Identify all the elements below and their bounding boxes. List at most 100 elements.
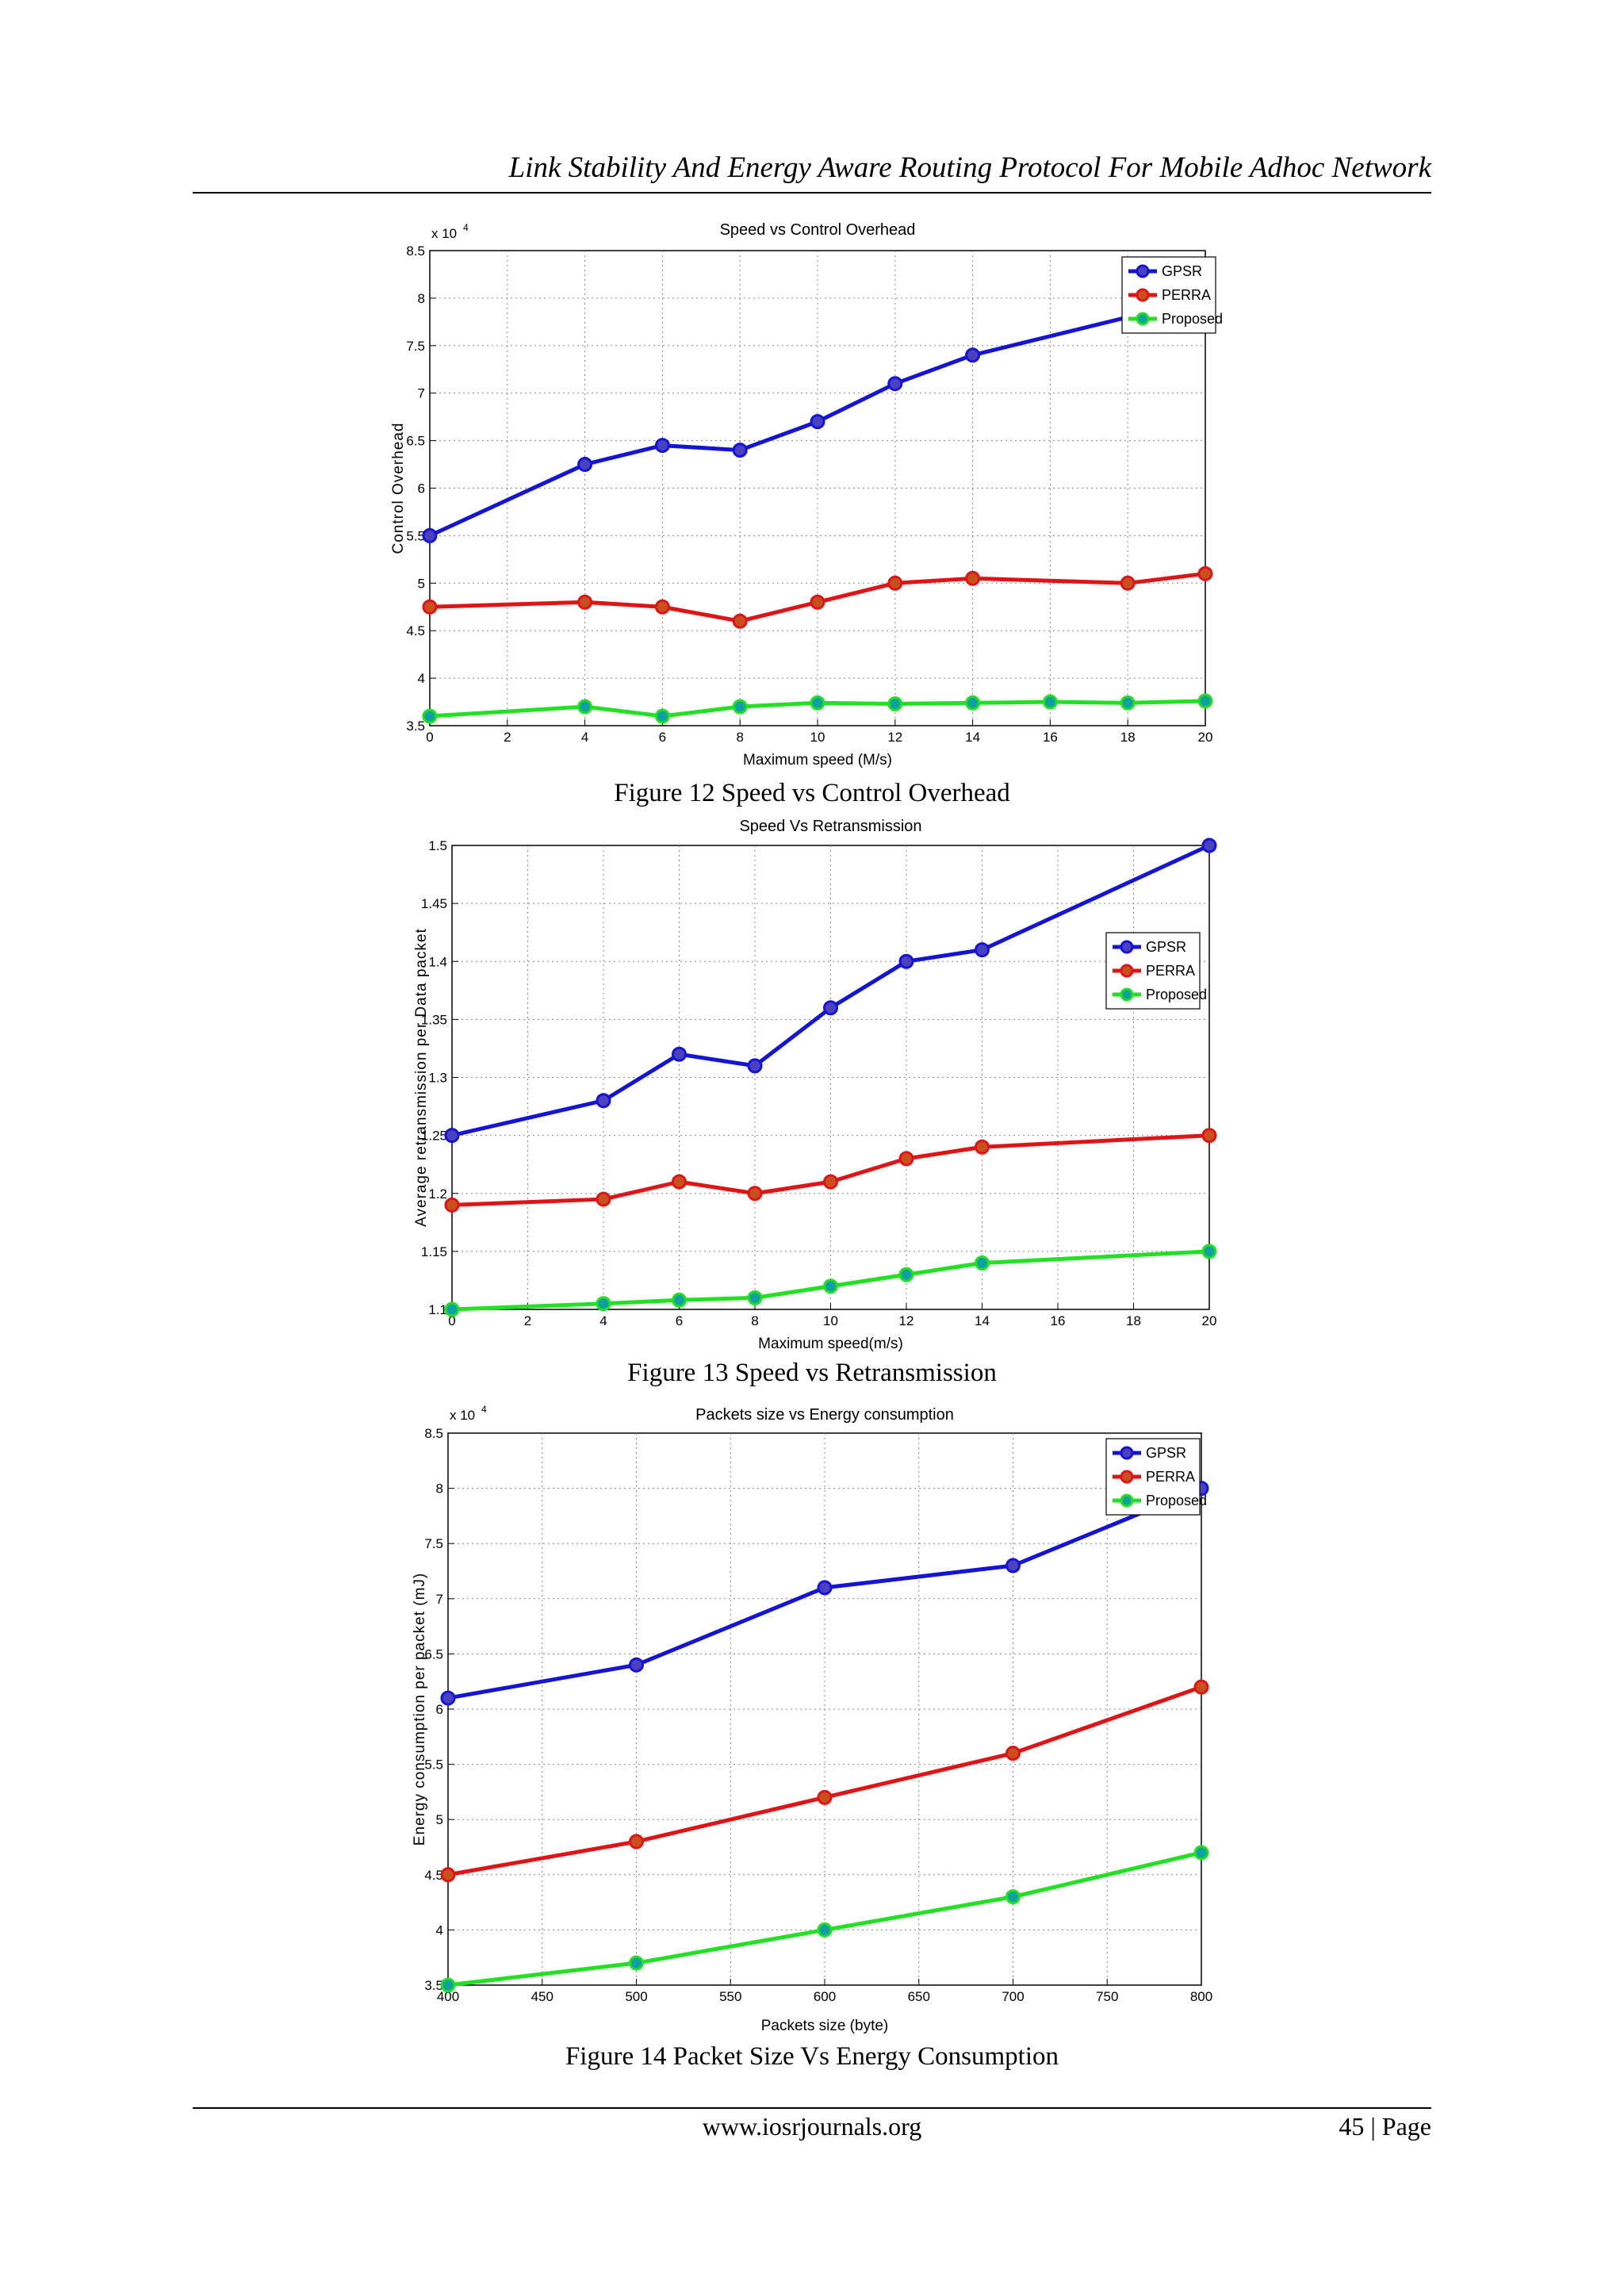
gpsr-data-point	[1201, 838, 1217, 853]
chart-title: Speed vs Control Overhead	[720, 221, 916, 239]
gpsr-series-line	[428, 296, 1206, 538]
gpsr-data-point	[810, 414, 825, 430]
x-tick-label: 16	[1043, 730, 1058, 745]
x-tick-label: 750	[1096, 1989, 1118, 2004]
footer-rule	[193, 2107, 1431, 2109]
y-tick-label: 6	[418, 481, 425, 496]
y-tick-label: 6.5	[406, 434, 425, 449]
gpsr-data-point	[747, 1058, 763, 1074]
proposed-data-point	[898, 1267, 914, 1282]
gpsr-data-point	[823, 1000, 838, 1016]
x-tick-label: 10	[823, 1313, 838, 1328]
proposed-data-point	[654, 708, 670, 724]
gpsr-data-point	[817, 1580, 833, 1596]
figure-14-chart: 400 450 500 550 600 650 700 750 800 3.5 4 4.5 5 5.5 6 6…	[412, 1404, 1212, 2034]
perra-data-point	[1201, 1128, 1217, 1144]
footer-url: www.iosrjournals.org	[702, 2112, 922, 2141]
legend-perra-label: PERRA	[1146, 963, 1195, 979]
perra-data-point	[672, 1174, 687, 1190]
y-exponent-label: x 10	[450, 1408, 475, 1423]
gpsr-data-point	[422, 527, 438, 543]
x-tick-label: 550	[719, 1989, 741, 2004]
y-tick-label: 6	[436, 1702, 443, 1717]
x-tick-label: 4	[599, 1313, 607, 1328]
x-tick-label: 6	[676, 1313, 683, 1328]
legend-gpsr-label: GPSR	[1146, 939, 1186, 955]
x-tick-label: 20	[1202, 1313, 1217, 1328]
legend-proposed-marker	[1120, 1493, 1134, 1508]
perra-data-point	[898, 1151, 914, 1167]
gpsr-data-point	[577, 457, 593, 473]
plot-area	[429, 250, 1206, 726]
x-tick-label: 8	[751, 1313, 758, 1328]
perra-data-point	[654, 599, 670, 615]
gpsr-data-point	[596, 1093, 611, 1109]
legend-perra-label: PERRA	[1146, 1469, 1195, 1485]
legend-proposed-label: Proposed	[1146, 987, 1207, 1002]
y-tick-label: 1.2	[428, 1186, 447, 1202]
legend-perra-marker	[1136, 288, 1150, 302]
y-tick-label: 3.5	[424, 1978, 443, 1993]
y-tick-label: 7	[436, 1592, 443, 1607]
gpsr-data-point	[672, 1046, 687, 1062]
legend-proposed-label: Proposed	[1146, 1493, 1207, 1508]
gpsr-data-point	[898, 953, 914, 969]
legend-gpsr-label: GPSR	[1146, 1445, 1186, 1461]
y-exponent-power: 4	[463, 222, 469, 233]
legend-proposed-marker	[1136, 312, 1150, 326]
perra-data-point	[887, 575, 903, 591]
gpsr-data-point	[732, 443, 748, 458]
gpsr-data-point	[965, 347, 981, 363]
y-exponent-label: x 10	[431, 226, 457, 241]
x-axis-label: Packets size (byte)	[761, 2018, 889, 2034]
proposed-series-line	[429, 699, 1206, 719]
x-tick-label: 8	[736, 730, 743, 745]
legend-gpsr-marker	[1120, 940, 1134, 954]
proposed-data-point	[732, 699, 748, 715]
x-tick-label: 18	[1120, 730, 1136, 745]
y-tick-label: 1.15	[421, 1244, 447, 1259]
perra-data-point	[440, 1867, 456, 1883]
x-tick-label: 0	[448, 1313, 455, 1328]
legend-gpsr-marker	[1136, 264, 1150, 278]
gpsr-data-point	[654, 438, 670, 454]
gpsr-data-point	[1005, 1558, 1021, 1573]
figure-14-caption: Figure 14 Packet Size Vs Energy Consumpt…	[565, 2042, 1059, 2071]
perra-data-point	[422, 599, 438, 615]
perra-data-point	[629, 1834, 644, 1849]
gpsr-data-point	[629, 1657, 644, 1673]
y-tick-label: 4	[436, 1922, 443, 1938]
figure-13-caption: Figure 13 Speed vs Retransmission	[627, 1359, 997, 1387]
x-tick-label: 16	[1051, 1313, 1066, 1328]
header-rule	[193, 192, 1431, 194]
perra-data-point	[817, 1789, 833, 1805]
x-tick-label: 700	[1002, 1989, 1024, 2004]
legend-gpsr-label: GPSR	[1162, 263, 1202, 279]
gpsr-data-point	[975, 942, 990, 958]
proposed-data-point	[577, 699, 593, 715]
x-axis-label: Maximum speed (M/s)	[743, 752, 892, 769]
perra-data-point	[747, 1186, 763, 1202]
chart-title: Packets size vs Energy consumption	[695, 1406, 954, 1424]
x-tick-label: 14	[965, 730, 980, 745]
y-tick-label: 1.3	[428, 1071, 447, 1086]
y-tick-label: 1.1	[428, 1302, 447, 1317]
y-tick-label: 1.45	[421, 896, 447, 911]
chart-title: Speed Vs Retransmission	[739, 818, 921, 835]
gpsr-data-point	[887, 376, 903, 392]
legend-proposed-marker	[1120, 987, 1134, 1002]
proposed-data-point	[422, 708, 438, 724]
y-tick-label: 8.5	[424, 1426, 443, 1441]
x-tick-label: 20	[1198, 730, 1213, 745]
y-tick-label: 1.5	[428, 838, 447, 853]
proposed-data-point	[1042, 694, 1058, 710]
proposed-data-point	[629, 1955, 644, 1971]
y-axis-label: Average retransmission per Data packet	[413, 928, 430, 1227]
proposed-data-point	[596, 1296, 611, 1312]
x-tick-label: 4	[581, 730, 588, 745]
x-tick-label: 600	[814, 1989, 836, 2004]
proposed-data-point	[887, 696, 903, 711]
gpsr-data-point	[444, 1128, 460, 1144]
x-tick-label: 450	[531, 1989, 553, 2004]
legend-perra-marker	[1120, 1470, 1134, 1484]
